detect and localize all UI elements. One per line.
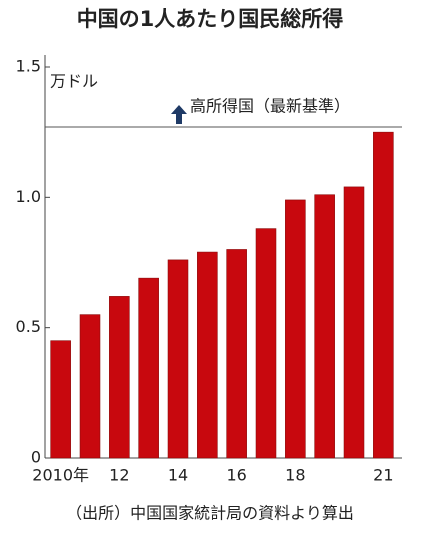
bar <box>314 194 335 459</box>
bar <box>197 251 218 459</box>
y-tick-label: 1.0 <box>16 187 41 206</box>
x-tick-label: 16 <box>226 466 246 485</box>
chart-title: 中国の1人あたり国民総所得 <box>77 7 344 31</box>
bar <box>343 186 365 459</box>
arrow-icon <box>171 104 187 124</box>
bar <box>167 259 189 459</box>
x-tick-label: 14 <box>168 466 188 485</box>
source-note: （出所）中国国家統計局の資料より算出 <box>66 504 354 523</box>
x-tick-label: 21 <box>373 466 393 485</box>
bar <box>109 296 130 459</box>
bar <box>373 131 394 459</box>
y-axis-label: 万ドル <box>50 72 98 91</box>
bar <box>79 314 101 459</box>
x-tick-label: 18 <box>285 466 305 485</box>
bar <box>138 277 159 459</box>
bar <box>255 228 277 459</box>
bar <box>285 199 306 459</box>
reference-label: 高所得国（最新基準） <box>190 96 350 115</box>
y-tick-label: 1.5 <box>16 57 41 76</box>
bar <box>226 249 247 459</box>
y-tick-label: 0 <box>31 448 41 467</box>
x-tick-label: 2010年 <box>32 466 89 485</box>
x-tick-label: 12 <box>109 466 129 485</box>
y-tick-label: 0.5 <box>16 317 41 336</box>
bar <box>50 340 71 459</box>
